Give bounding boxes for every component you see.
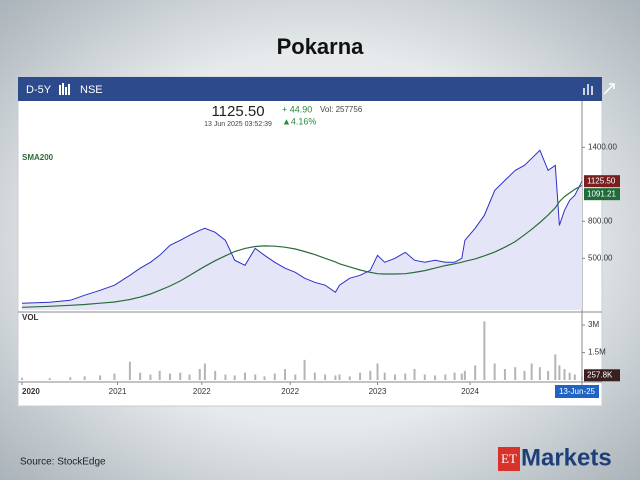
volume-bar: [214, 370, 217, 380]
toolbar: [18, 77, 602, 101]
volume-bar: [334, 375, 337, 380]
volume-bar: [179, 372, 182, 380]
volume-bar: [338, 374, 341, 380]
volume-bar: [568, 372, 571, 380]
volume-bar: [243, 372, 246, 380]
volume-bar: [444, 374, 447, 380]
expand-icon[interactable]: [603, 83, 615, 95]
volume-bar: [393, 374, 396, 380]
price-area: [22, 150, 582, 310]
last-price: 1125.50: [211, 103, 264, 120]
volume-bar: [463, 370, 466, 380]
logo-brand: ET: [501, 451, 517, 466]
volume-bar: [514, 367, 517, 380]
volume-bar: [413, 369, 416, 380]
chart-style-icon[interactable]: [59, 83, 70, 95]
interval[interactable]: D-5Y: [26, 84, 52, 96]
x-tick-label: 2022: [193, 387, 211, 396]
x-tick-label: 2024: [461, 387, 479, 396]
volume-bar: [404, 373, 407, 380]
exchange[interactable]: NSE: [80, 84, 103, 96]
volume-bar: [460, 373, 463, 380]
volume-bar: [483, 321, 486, 380]
volume-bar: [48, 378, 51, 380]
volume-bar: [83, 376, 86, 380]
volume-bar: [158, 370, 161, 380]
volume-bar: [254, 374, 257, 380]
y-tick-label: 500.00: [588, 253, 613, 262]
volume-text: Vol: 257756: [320, 105, 363, 114]
volume-bar: [203, 363, 206, 380]
x-tick-label: 2022: [281, 387, 299, 396]
y-tick-label: 1400.00: [588, 142, 617, 151]
volume-bar: [523, 370, 526, 380]
volume-end-box: [584, 369, 620, 382]
logo-name: Markets: [521, 444, 612, 471]
timestamp: 13 Jun 2025 03:52:39: [204, 121, 272, 128]
volume-bar: [530, 363, 533, 380]
volume-bar: [284, 369, 287, 380]
percent-change: ▲4.16%: [282, 116, 316, 126]
x-tick-label: 2020: [22, 387, 40, 396]
logo-box: [498, 447, 520, 471]
volume-bar: [313, 372, 316, 380]
volume-bar: [493, 363, 496, 380]
volume-bar: [348, 376, 351, 380]
indicator-icon[interactable]: [583, 84, 593, 95]
volume-bar: [303, 359, 306, 380]
volume-bar: [99, 375, 102, 380]
volume-bar: [503, 369, 506, 380]
volume-bar: [69, 377, 72, 380]
x-current-box: [555, 385, 599, 398]
x-tick-label: 2023: [369, 387, 387, 396]
volume-bar: [369, 370, 372, 380]
volume-bar: [558, 365, 561, 380]
volume-end-label: 257.8K: [587, 370, 613, 379]
volume-bar: [263, 376, 266, 380]
volume-bar: [581, 375, 583, 380]
volume-bar: [573, 374, 576, 380]
volume-bar: [233, 375, 236, 380]
volume-bar: [168, 373, 171, 380]
volume-bar: [273, 373, 276, 380]
volume-bar: [554, 354, 557, 380]
volume-bar: [423, 374, 426, 380]
end-label-box: [584, 188, 620, 201]
volume-bar: [198, 369, 201, 380]
volume-label: VOL: [22, 313, 39, 322]
volume-bar: [359, 372, 362, 380]
volume-tick-label: 1.5M: [588, 348, 606, 357]
sma-label: SMA200: [22, 153, 54, 162]
volume-bar: [538, 367, 541, 380]
volume-tick-label: 3M: [588, 320, 599, 329]
sma-line: [21, 184, 583, 308]
volume-bar: [294, 374, 297, 380]
volume-bar: [128, 361, 131, 380]
x-current-label: 13-Jun-25: [559, 387, 596, 396]
price-change: + 44.90: [282, 104, 312, 114]
y-tick-label: 800.00: [588, 216, 613, 225]
volume-bar: [383, 372, 386, 380]
source: Source: StockEdge: [20, 457, 106, 468]
volume-bar: [224, 374, 227, 380]
volume-bar: [453, 372, 456, 380]
price-line: [21, 149, 583, 304]
volume-bar: [324, 374, 327, 380]
chart-title: Pokarna: [277, 34, 365, 59]
volume-bar: [188, 374, 191, 380]
volume-bar: [547, 370, 550, 380]
end-label: 1091.21: [587, 189, 616, 198]
volume-bar: [474, 365, 477, 380]
volume-bar: [434, 375, 437, 380]
volume-bar: [139, 372, 142, 380]
end-label: 1125.50: [587, 176, 616, 185]
volume-bar: [563, 369, 566, 380]
volume-bar: [376, 363, 379, 380]
volume-bar: [149, 374, 152, 380]
volume-bar: [21, 377, 23, 380]
volume-bar: [113, 373, 116, 380]
end-label-box: [584, 175, 620, 188]
x-tick-label: 2021: [109, 387, 127, 396]
